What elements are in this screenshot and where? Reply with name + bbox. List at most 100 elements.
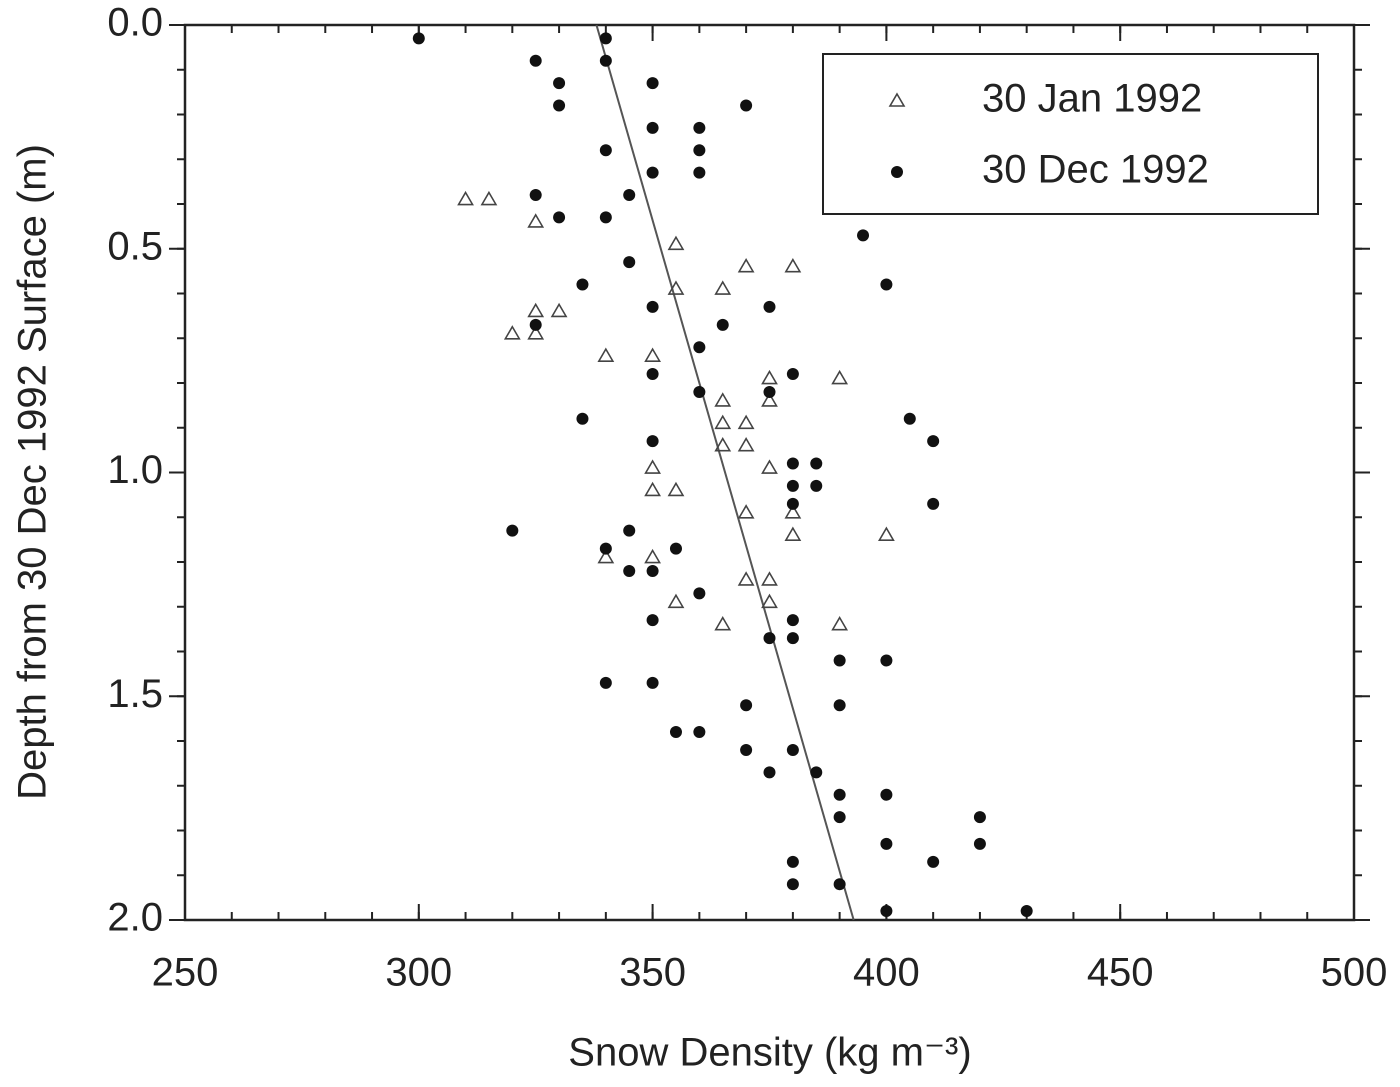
triangle-point: [737, 504, 755, 519]
triangle-point: [737, 258, 755, 273]
dot-point: [693, 121, 706, 134]
dot-point: [786, 855, 799, 868]
triangle-point: [878, 526, 895, 541]
dot-point: [599, 676, 612, 689]
legend-label: 30 Jan 1992: [982, 77, 1202, 121]
dot-point: [763, 385, 776, 398]
y-axis-title: Depth from 30 Dec 1992 Surface (m): [11, 144, 55, 800]
dot-point: [529, 54, 542, 67]
dot-point: [623, 189, 636, 202]
dot-point: [973, 837, 986, 850]
triangle-point: [667, 280, 685, 295]
x-tick-label: 450: [1087, 951, 1154, 995]
y-tick-label: 0.0: [107, 1, 163, 45]
dot-point: [646, 300, 659, 313]
dot-point: [646, 121, 659, 134]
x-axis-title: Snow Density (kg m⁻³): [568, 1031, 971, 1075]
dot-point: [693, 341, 706, 354]
dot-point: [786, 614, 799, 627]
dot-point: [810, 766, 823, 779]
triangle-point: [667, 235, 685, 251]
dot-point: [553, 77, 566, 90]
dot-point: [903, 412, 916, 425]
dot-point: [857, 229, 870, 242]
triangle-point: [644, 347, 661, 362]
dot-point: [693, 144, 706, 157]
triangle-point: [761, 459, 778, 474]
dot-point: [763, 300, 776, 313]
dot-point: [693, 726, 706, 739]
dot-point: [927, 855, 940, 868]
dot-point: [833, 878, 846, 891]
dot-point: [646, 435, 659, 448]
x-tick-label: 300: [385, 951, 452, 995]
triangle-point: [784, 258, 802, 273]
dot-point: [833, 811, 846, 824]
dot-point: [693, 385, 706, 398]
triangle-point: [831, 369, 849, 385]
dot-point: [599, 542, 612, 555]
x-tick-label: 400: [853, 951, 920, 995]
dot-point: [599, 32, 612, 45]
dot-point: [623, 564, 636, 577]
trend-line: [595, 24, 855, 921]
triangle-point: [714, 280, 732, 295]
dot-point: [576, 278, 589, 291]
triangle-point: [597, 548, 615, 564]
triangle-point: [597, 347, 615, 362]
x-tick-label: 350: [619, 951, 686, 995]
dot-point: [880, 905, 893, 918]
dot-point: [810, 457, 823, 470]
dot-point: [529, 318, 542, 331]
triangle-point: [644, 548, 661, 564]
dot-point: [693, 587, 706, 600]
triangle-point: [831, 616, 849, 631]
dot-point: [973, 811, 986, 824]
triangle-point: [737, 571, 755, 586]
triangle-point: [644, 481, 661, 497]
triangle-point: [667, 481, 685, 497]
dot-point: [646, 614, 659, 627]
dot-point: [623, 256, 636, 269]
dot-point: [810, 479, 823, 492]
triangle-point: [480, 190, 498, 206]
dot-point: [880, 788, 893, 801]
x-tick-label: 250: [152, 951, 219, 995]
dot-point: [786, 497, 799, 510]
dot-point: [880, 837, 893, 850]
dot-point: [880, 654, 893, 667]
triangle-point: [550, 302, 568, 318]
dot-point: [740, 743, 753, 756]
triangle-point: [714, 616, 732, 631]
dot-point: [786, 878, 799, 891]
dot-point: [576, 412, 589, 425]
legend-marker: [888, 92, 906, 107]
dot-point: [1020, 905, 1033, 918]
triangle-point: [527, 213, 545, 228]
triangle-point: [714, 392, 732, 407]
y-tick-label: 2.0: [107, 896, 163, 940]
triangle-point: [761, 369, 778, 385]
dot-point: [553, 211, 566, 224]
triangle-point: [503, 325, 521, 340]
dot-point: [506, 524, 519, 537]
triangle-point: [667, 593, 685, 609]
triangle-point: [737, 414, 755, 430]
dot-point: [833, 699, 846, 712]
dot-point: [646, 77, 659, 90]
dot-point: [646, 676, 659, 689]
dot-point: [412, 32, 425, 45]
y-tick-label: 1.5: [107, 672, 163, 716]
dot-point: [646, 368, 659, 381]
triangle-point: [714, 437, 732, 452]
dot-point: [927, 497, 940, 510]
triangle-point: [761, 392, 778, 407]
dot-point: [716, 318, 729, 331]
triangle-point: [784, 504, 802, 519]
dot-point: [646, 166, 659, 179]
dot-point: [833, 654, 846, 667]
dot-point: [599, 144, 612, 157]
dot-point: [599, 211, 612, 224]
legend-marker: [891, 166, 903, 178]
triangle-point: [737, 437, 755, 452]
